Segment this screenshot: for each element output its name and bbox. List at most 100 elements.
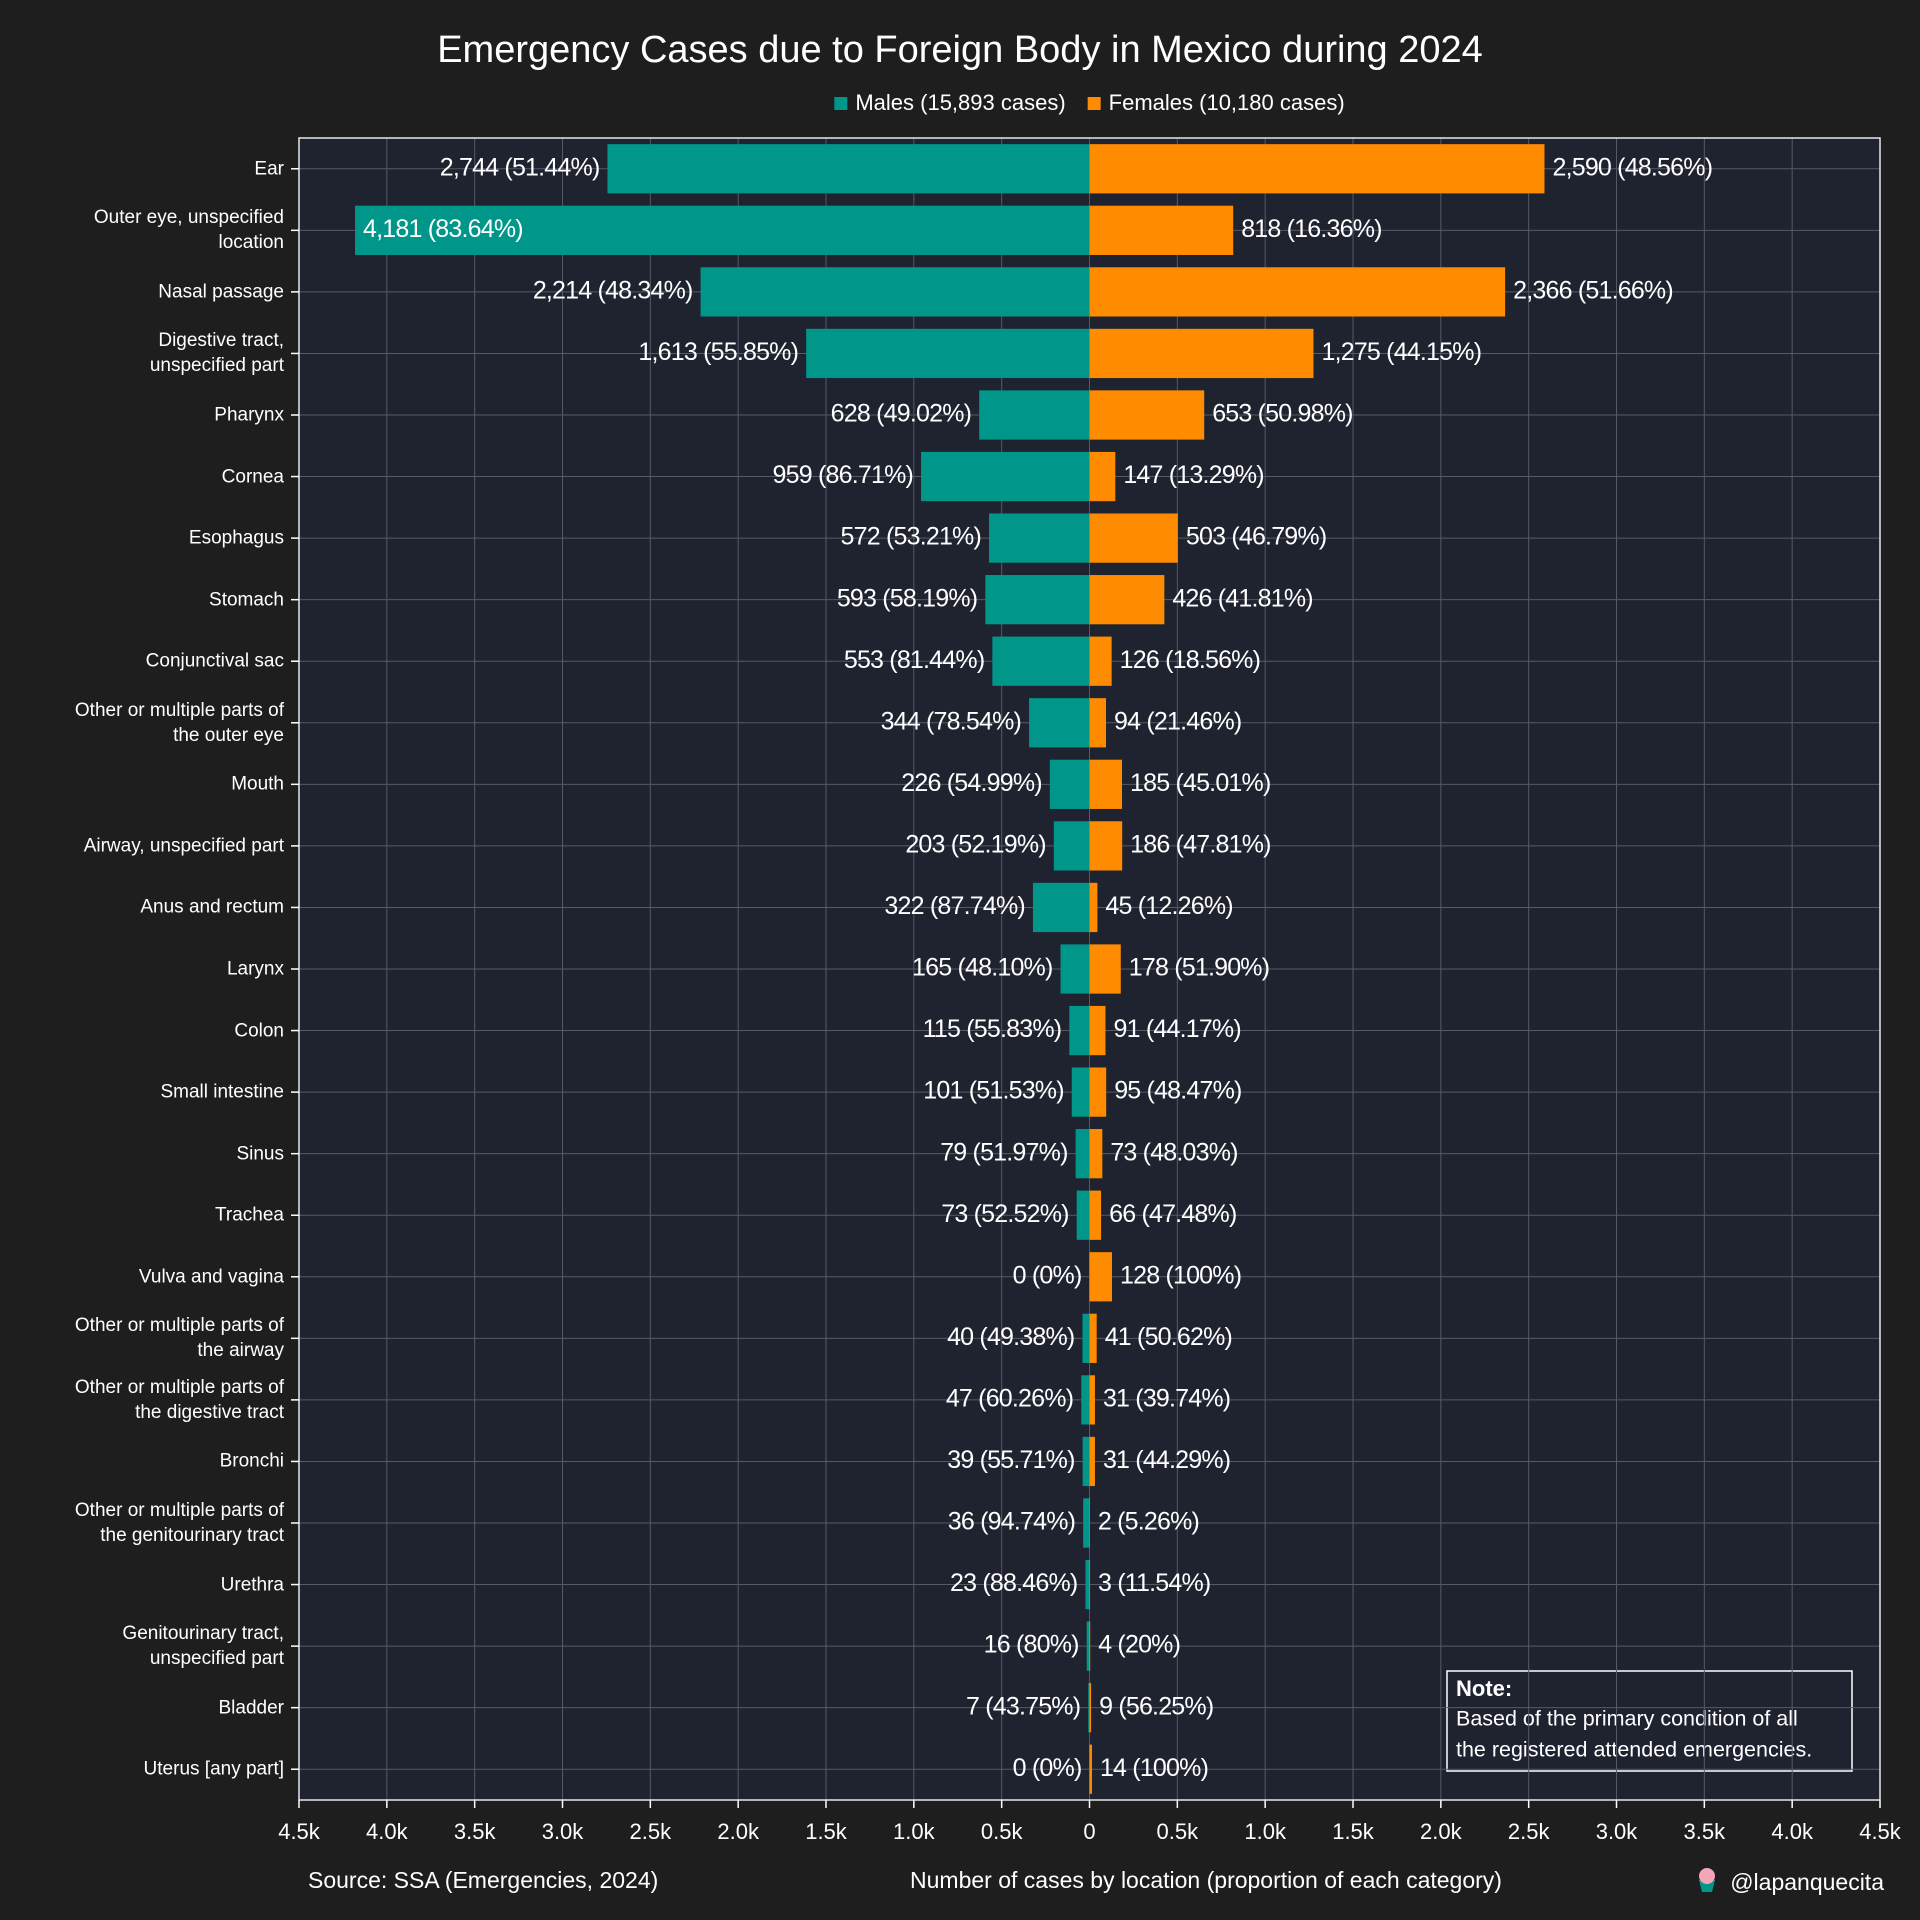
value-label: 16 (80%) — [984, 1631, 1079, 1659]
value-label: 186 (47.81%) — [1130, 830, 1271, 858]
x-tick-label: 2.0k — [1420, 1819, 1463, 1844]
y-tick-label: Colon — [234, 1020, 284, 1042]
bar — [1082, 1313, 1090, 1363]
bar — [1089, 144, 1545, 194]
value-label: 4 (20%) — [1098, 1631, 1180, 1659]
y-tick-label: Stomach — [209, 589, 284, 611]
bar — [355, 205, 1090, 255]
bar — [1089, 575, 1165, 625]
value-label: 2 (5.26%) — [1098, 1508, 1199, 1536]
value-label: 593 (58.19%) — [837, 584, 978, 612]
y-tick-label: Genitourinary tract, unspecified part — [122, 1623, 284, 1670]
value-label: 503 (46.79%) — [1186, 523, 1327, 551]
source: Source: SSA (Emergencies, 2024) — [308, 1867, 658, 1893]
x-tick-label: 0 — [1083, 1819, 1095, 1844]
value-label: 2,214 (48.34%) — [533, 276, 693, 304]
value-label: 178 (51.90%) — [1129, 954, 1270, 982]
value-label: 73 (48.03%) — [1110, 1138, 1237, 1166]
bar — [1089, 205, 1234, 255]
value-label: 4,181 (83.64%) — [363, 215, 523, 243]
y-tick-label: Other or multiple parts of the digestive… — [74, 1376, 284, 1423]
value-label: 2,744 (51.44%) — [440, 153, 600, 181]
bar — [1089, 328, 1314, 379]
bar — [1089, 944, 1121, 994]
value-label: 553 (81.44%) — [844, 646, 985, 674]
value-label: 66 (47.48%) — [1109, 1200, 1236, 1228]
value-label: 203 (52.19%) — [905, 830, 1046, 858]
bar — [1089, 451, 1116, 502]
y-tick-label: Trachea — [215, 1204, 284, 1226]
bar — [1082, 1436, 1090, 1487]
bar — [1089, 513, 1178, 563]
bar — [1060, 944, 1090, 994]
value-label: 79 (51.97%) — [940, 1138, 1067, 1166]
bar — [1075, 1129, 1090, 1179]
legend-label: Females (10,180 cases) — [1109, 90, 1345, 115]
value-label: 9 (56.25%) — [1099, 1692, 1213, 1720]
value-label: 165 (48.10%) — [912, 954, 1053, 982]
value-label: 115 (55.83%) — [923, 1015, 1062, 1043]
bar — [921, 451, 1090, 502]
value-label: 36 (94.74%) — [948, 1508, 1075, 1536]
bar — [1089, 267, 1506, 317]
legend-label: Males (15,893 cases) — [855, 90, 1065, 115]
value-label: 91 (44.17%) — [1113, 1015, 1240, 1043]
chart-title: Emergency Cases due to Foreign Body in M… — [437, 29, 1483, 71]
value-label: 226 (54.99%) — [901, 769, 1042, 797]
note-text: the registered attended emergencies. — [1456, 1738, 1812, 1762]
value-label: 45 (12.26%) — [1105, 892, 1232, 920]
value-label: 818 (16.36%) — [1241, 215, 1382, 243]
value-label: 41 (50.62%) — [1105, 1323, 1232, 1351]
value-label: 0 (0%) — [1013, 1261, 1082, 1289]
bar — [1089, 1621, 1091, 1671]
bar — [806, 328, 1090, 379]
value-label: 1,613 (55.85%) — [638, 338, 798, 366]
credit: @lapanquecita — [1730, 1869, 1884, 1895]
bar — [1086, 1621, 1090, 1671]
bar — [1089, 1313, 1097, 1363]
y-tick-label: Mouth — [231, 773, 284, 795]
bar — [1053, 821, 1090, 871]
value-label: 628 (49.02%) — [831, 400, 972, 428]
value-label: 40 (49.38%) — [947, 1323, 1074, 1351]
bar — [979, 390, 1090, 440]
value-label: 14 (100%) — [1100, 1754, 1208, 1782]
value-label: 0 (0%) — [1013, 1754, 1082, 1782]
bar — [1083, 1498, 1090, 1548]
value-label: 147 (13.29%) — [1123, 461, 1264, 489]
x-tick-label: 4.0k — [366, 1819, 409, 1844]
legend: Males (15,893 cases) Females (10,180 case… — [834, 90, 1345, 115]
value-label: 322 (87.74%) — [884, 892, 1025, 920]
legend-swatch — [1087, 97, 1101, 110]
x-tick-label: 3.5k — [454, 1819, 497, 1844]
value-label: 31 (39.74%) — [1103, 1384, 1230, 1412]
bar — [1089, 636, 1112, 686]
bar — [1069, 1005, 1090, 1056]
x-tick-label: 1.0k — [1244, 1819, 1287, 1844]
x-tick-label: 3.0k — [542, 1819, 585, 1844]
x-tick-label: 1.5k — [1332, 1819, 1375, 1844]
bar — [1089, 882, 1098, 933]
bar — [1089, 1436, 1095, 1487]
bar — [1089, 1190, 1102, 1240]
y-tick-label: Esophagus — [188, 527, 284, 549]
y-tick-label: Urethra — [220, 1574, 284, 1596]
note-text: Based of the primary condition of all — [1456, 1707, 1798, 1731]
bar — [1089, 1067, 1107, 1117]
y-tick-label: Larynx — [226, 958, 284, 980]
x-tick-label: 3.5k — [1684, 1819, 1727, 1844]
y-tick-label: Sinus — [236, 1143, 284, 1165]
bar — [985, 575, 1090, 625]
value-label: 7 (43.75%) — [966, 1692, 1080, 1720]
y-tick-label: Conjunctival sac — [145, 650, 284, 672]
x-tick-label: 2.0k — [717, 1819, 760, 1844]
value-label: 126 (18.56%) — [1120, 646, 1261, 674]
value-label: 23 (88.46%) — [950, 1569, 1077, 1597]
bar — [1089, 821, 1123, 871]
y-tick-label: Bladder — [218, 1697, 285, 1719]
y-tick-label: Small intestine — [160, 1081, 284, 1103]
legend-swatch — [834, 97, 848, 110]
x-tick-label: 3.0k — [1596, 1819, 1639, 1844]
